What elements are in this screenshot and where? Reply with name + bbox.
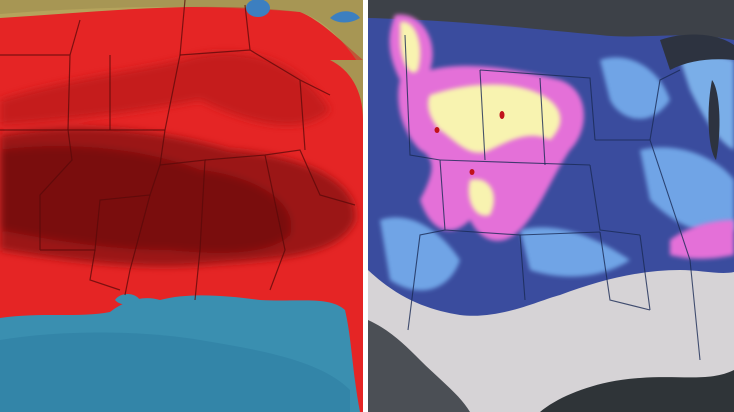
snow-light-blue: [380, 54, 734, 291]
snow-max: [434, 127, 440, 133]
right-panel: [368, 0, 734, 412]
lake-erie: [330, 11, 360, 23]
snow-yellow: [400, 21, 561, 216]
lake-michigan: [708, 80, 720, 160]
gulf-water-deep: [0, 332, 350, 412]
lake-superior: [660, 34, 734, 70]
land-tan-shade: [0, 0, 363, 70]
mexico-dark: [368, 320, 470, 412]
snow-max: [469, 169, 475, 175]
gulf-dark: [540, 370, 734, 412]
state-lines: [0, 0, 356, 301]
canada-dark: [368, 0, 734, 40]
state-lines: [404, 34, 701, 361]
divider: [363, 0, 368, 412]
snow-max: [499, 111, 505, 119]
lake-michigan: [246, 0, 270, 17]
land-tan-right: [330, 60, 363, 120]
left-panel: [0, 0, 363, 412]
lake: [115, 294, 140, 305]
no-snow-land: [368, 270, 734, 412]
